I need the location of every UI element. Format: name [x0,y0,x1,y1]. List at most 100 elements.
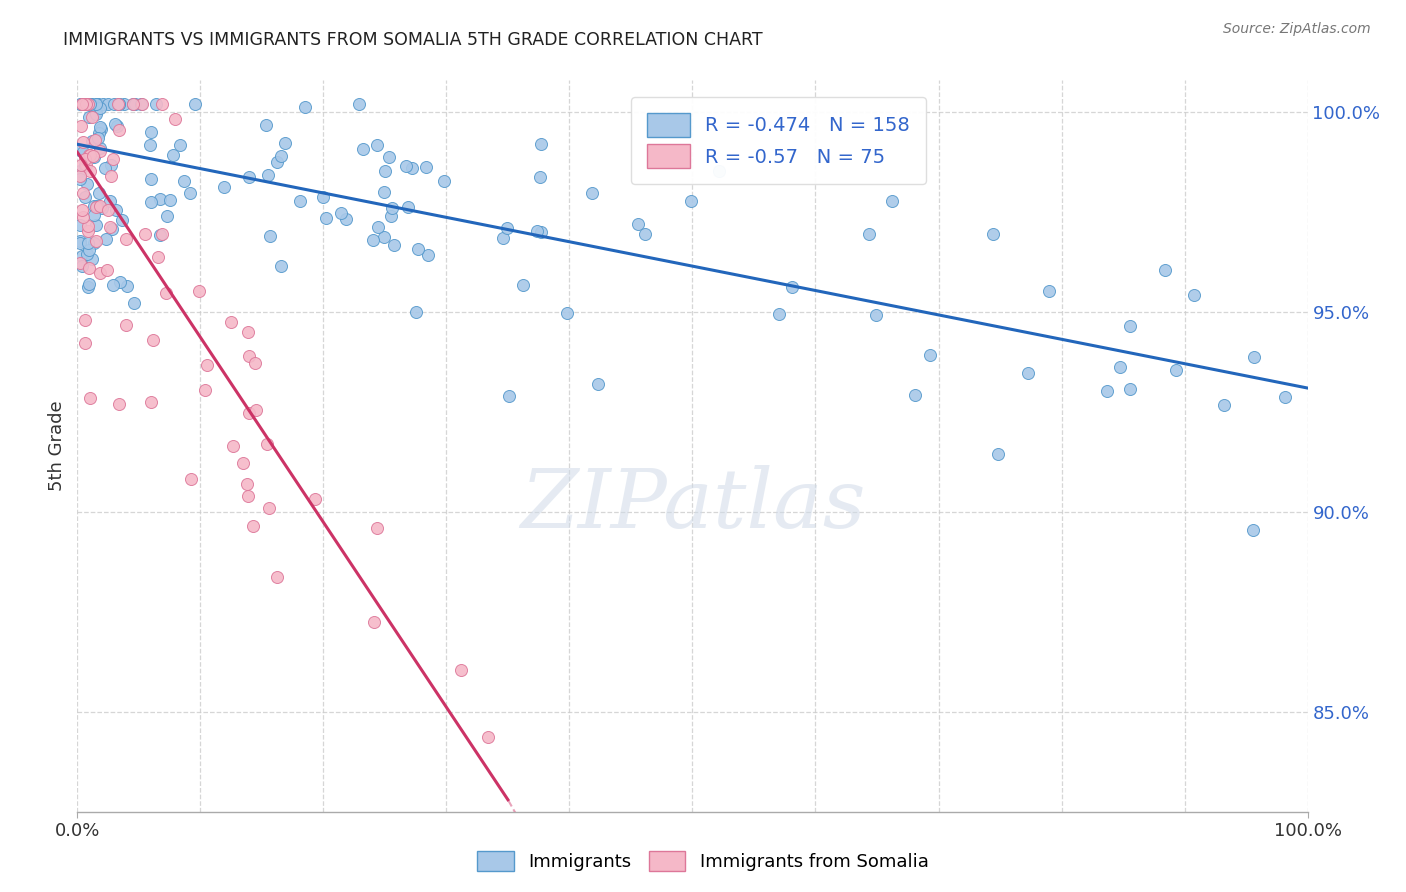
Point [361,233,384,247]
Point [373,185,395,199]
Point [155,209,177,223]
Point [72,136,94,150]
Point [112,97,135,112]
Point [72,97,94,112]
Point [987,447,1010,461]
Point [555,306,578,320]
Point [84,200,107,214]
Point [378,150,401,164]
Point [150,227,173,242]
Point [395,159,418,173]
Point [380,209,402,223]
Point [416,248,439,262]
Point [107,97,129,112]
Point [219,314,242,328]
Point [373,230,395,244]
Point [82,149,104,163]
Text: IMMIGRANTS VS IMMIGRANTS FROM SOMALIA 5TH GRADE CORRELATION CHART: IMMIGRANTS VS IMMIGRANTS FROM SOMALIA 5T… [63,31,763,49]
Point [89,102,111,116]
Point [396,200,419,214]
Point [1095,384,1118,398]
Point [104,117,127,131]
Point [87,130,110,145]
Point [76,279,98,293]
Point [129,97,152,112]
Point [86,97,108,112]
Point [117,279,139,293]
Point [450,663,472,677]
Point [1119,382,1142,396]
Point [512,277,534,292]
Point [529,170,551,185]
Point [477,730,499,744]
Point [259,228,281,243]
Point [105,119,128,133]
Text: Source: ZipAtlas.com: Source: ZipAtlas.com [1223,22,1371,37]
Point [108,97,131,112]
Point [90,202,112,216]
Point [530,136,553,151]
Point [266,570,288,584]
Point [75,97,97,112]
Point [768,307,790,321]
Point [865,308,887,322]
Point [101,277,124,292]
Point [212,180,235,194]
Point [150,97,173,112]
Point [70,97,93,112]
Y-axis label: 5th Grade: 5th Grade [48,401,66,491]
Point [235,476,257,491]
Point [165,112,187,127]
Point [581,186,603,201]
Point [382,237,405,252]
Point [405,305,427,319]
Point [96,263,118,277]
Point [75,158,97,172]
Point [87,186,110,200]
Point [73,97,96,112]
Point [139,137,162,152]
Point [238,169,260,184]
Point [69,236,91,251]
Point [858,227,880,241]
Point [366,520,388,534]
Point [86,199,108,213]
Point [232,456,254,470]
Point [401,161,423,175]
Point [100,158,122,172]
Point [69,234,91,248]
Point [141,194,163,209]
Point [69,97,91,112]
Point [76,219,98,233]
Point [634,227,657,242]
Point [315,211,337,226]
Point [80,111,103,125]
Point [70,259,93,273]
Point [238,489,260,503]
Point [83,199,105,213]
Point [1154,263,1177,277]
Point [880,194,903,208]
Point [366,138,388,153]
Point [84,218,107,232]
Point [294,100,316,114]
Point [72,186,94,200]
Point [374,164,396,178]
Point [415,161,437,175]
Point [80,98,103,112]
Point [79,97,101,112]
Point [69,172,91,186]
Point [83,150,105,164]
Point [139,172,162,186]
Point [76,247,98,261]
Point [87,127,110,141]
Point [75,159,97,173]
Text: ZIPatlas: ZIPatlas [520,465,865,544]
Point [77,97,100,112]
Point [367,219,389,234]
Point [103,97,125,112]
Point [363,615,385,629]
Point [89,120,111,135]
Point [89,266,111,280]
Point [79,391,101,405]
